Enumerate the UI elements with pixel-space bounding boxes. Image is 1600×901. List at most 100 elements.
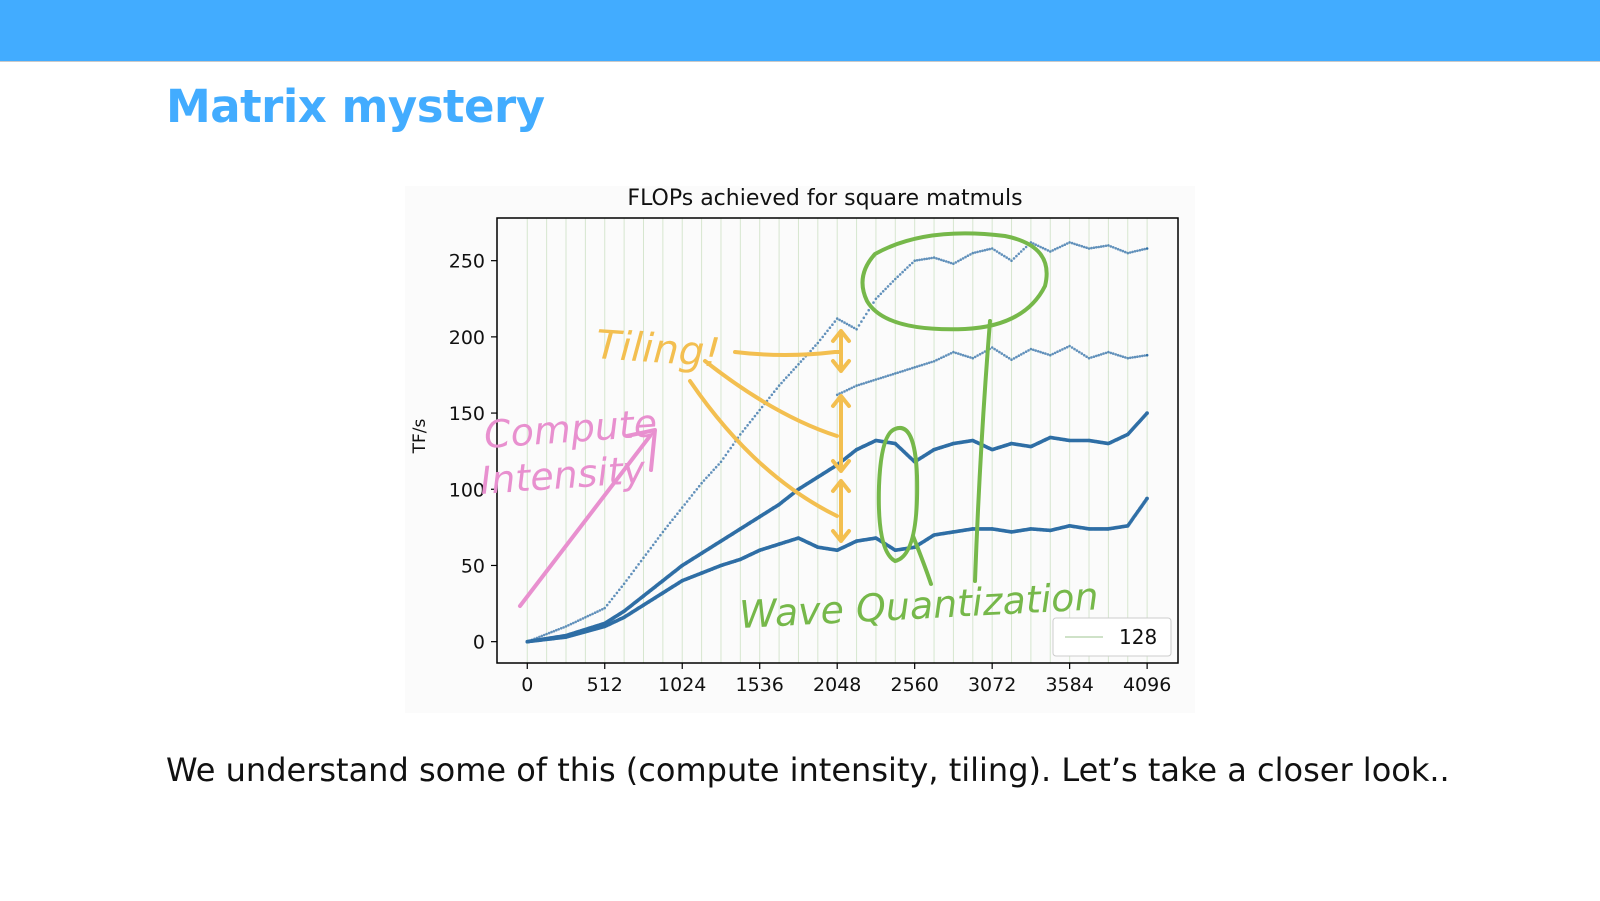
- data-point: [840, 319, 844, 323]
- data-point: [567, 624, 570, 627]
- data-point: [644, 553, 648, 556]
- data-point: [542, 633, 546, 637]
- data-point: [881, 376, 885, 379]
- data-point: [1078, 350, 1081, 354]
- data-point: [596, 610, 599, 613]
- data-point: [605, 603, 609, 607]
- data-point: [712, 468, 715, 472]
- data-point: [1046, 353, 1050, 356]
- data-point: [969, 253, 972, 256]
- data-point: [574, 620, 577, 624]
- data-point: [1051, 249, 1054, 252]
- data-point: [920, 363, 924, 367]
- data-point: [1003, 353, 1006, 357]
- data-point: [1022, 351, 1025, 355]
- data-point: [1032, 242, 1035, 245]
- data-point: [1107, 244, 1110, 247]
- data-point: [918, 258, 921, 262]
- data-point: [915, 365, 919, 368]
- data-point: [678, 509, 682, 512]
- data-point: [944, 260, 948, 263]
- data-point: [1085, 355, 1088, 358]
- data-point: [591, 612, 594, 616]
- data-point: [1041, 246, 1045, 250]
- data-point: [1136, 249, 1139, 253]
- data-point: [569, 622, 573, 626]
- data-point: [642, 556, 645, 560]
- data-point: [557, 628, 560, 631]
- data-point: [843, 321, 846, 324]
- data-point: [920, 258, 924, 261]
- data-point: [862, 382, 866, 385]
- data-point: [538, 635, 541, 639]
- data-point: [1073, 347, 1076, 351]
- data-point: [731, 443, 735, 447]
- data-point: [845, 322, 849, 326]
- y-tick-label: 100: [449, 479, 485, 501]
- data-point: [961, 353, 965, 357]
- data-point: [901, 270, 904, 274]
- data-point: [940, 356, 943, 360]
- data-point: [809, 349, 812, 353]
- data-point: [572, 621, 575, 625]
- data-point: [1005, 355, 1008, 358]
- data-point: [889, 282, 892, 286]
- data-point: [1044, 352, 1047, 355]
- data-point: [550, 630, 553, 634]
- data-point: [1063, 347, 1067, 350]
- data-point: [826, 329, 829, 333]
- data-point: [835, 317, 839, 320]
- data-point: [1056, 246, 1059, 250]
- data-point: [852, 326, 856, 330]
- data-point: [1126, 356, 1130, 360]
- data-point: [649, 546, 653, 550]
- data-point: [705, 476, 708, 480]
- data-point: [782, 379, 786, 382]
- data-point: [770, 393, 774, 397]
- data-point: [901, 369, 904, 373]
- data-point: [823, 332, 827, 336]
- data-point: [758, 408, 761, 412]
- data-point: [1039, 350, 1042, 354]
- data-point: [983, 248, 987, 252]
- data-point: [1046, 249, 1050, 252]
- data-point: [903, 369, 907, 372]
- data-point: [751, 417, 754, 421]
- data-point: [881, 290, 885, 293]
- x-tick-label: 4096: [1123, 674, 1171, 696]
- data-point: [1082, 245, 1086, 249]
- data-point: [639, 559, 643, 563]
- data-point: [627, 576, 631, 579]
- data-point: [673, 515, 677, 518]
- data-point: [540, 634, 544, 638]
- data-point: [971, 356, 975, 360]
- data-point: [911, 366, 914, 370]
- data-point: [1145, 411, 1149, 415]
- data-point: [959, 353, 962, 356]
- data-point: [1095, 354, 1098, 358]
- data-point: [952, 350, 955, 354]
- data-point: [707, 473, 711, 477]
- data-point: [1044, 247, 1047, 251]
- data-point: [1017, 252, 1021, 256]
- data-point: [879, 292, 883, 296]
- data-point: [1119, 248, 1122, 252]
- data-point: [630, 572, 633, 576]
- data-point: [821, 335, 824, 339]
- data-point: [947, 353, 950, 356]
- data-point: [581, 617, 585, 620]
- data-point: [1111, 246, 1115, 249]
- data-point: [683, 503, 686, 506]
- data-point: [632, 569, 636, 573]
- data-point: [891, 372, 895, 376]
- data-point: [1027, 349, 1030, 352]
- data-point: [981, 249, 984, 253]
- data-point: [1109, 351, 1113, 355]
- data-point: [964, 354, 967, 358]
- data-point: [1090, 246, 1093, 250]
- data-point: [799, 360, 803, 363]
- data-point: [1109, 245, 1113, 248]
- data-point: [1111, 352, 1115, 355]
- x-tick-label: 1536: [736, 674, 784, 696]
- data-point: [690, 494, 694, 497]
